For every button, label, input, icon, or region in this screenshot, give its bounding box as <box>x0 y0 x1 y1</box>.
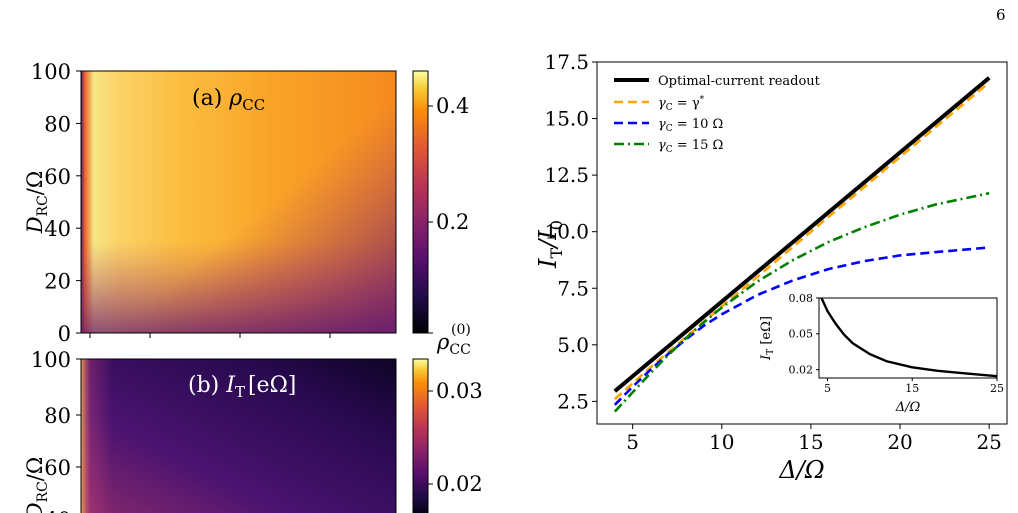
inset-series-line <box>820 297 998 378</box>
ytick-label: 80 <box>44 112 71 136</box>
y-tick-label: 15.0 <box>544 107 589 131</box>
x-tick-label: 15 <box>905 382 919 395</box>
x-tick-label: 5 <box>626 430 639 454</box>
main-plot-ticks: 5 10 15 20 25 2.5 5.0 7.5 10.0 12.5 15.0 17.5 <box>544 50 1001 454</box>
page-number: 6 <box>996 6 1006 24</box>
colorbar-b-tick-label: 0.02 <box>436 472 483 496</box>
colorbar-b-tick-label: 0.03 <box>436 379 483 403</box>
colorbar-a-tick-label: 0.4 <box>436 94 469 118</box>
series-gamma-15 <box>613 191 990 413</box>
heatmap-a-xticks <box>89 333 331 338</box>
heatmap-a-yticks <box>76 70 81 334</box>
heatmap-a-frame <box>80 70 397 334</box>
colorbar-a-min-label-sup: (0) <box>451 322 471 338</box>
panel-a-ylabel: DRC/Ω <box>23 171 51 235</box>
y-tick-label: 2.5 <box>557 389 589 413</box>
legend: Optimal-current readout γC = γ* γC = 10 … <box>614 74 821 155</box>
ytick-label: 60 <box>44 165 71 189</box>
heatmap-b-frame <box>80 358 397 513</box>
series-gamma-10 <box>613 246 990 406</box>
colorbar-a-min-label: ρCC <box>436 330 471 358</box>
colorbar-b <box>412 358 429 513</box>
colorbar-b-ticks <box>428 390 433 485</box>
ytick-label: 0 <box>58 322 71 346</box>
inset-ylabel: IT [eΩ] <box>759 316 776 361</box>
y-tick-label: 0.05 <box>789 328 814 341</box>
x-tick-label: 25 <box>990 382 1004 395</box>
y-tick-label: 10.0 <box>544 220 589 244</box>
ytick-label: 80 <box>44 404 71 428</box>
y-tick-label: 12.5 <box>544 163 589 187</box>
heatmap-b-ytick-labels: 40 60 80 100 <box>31 348 71 513</box>
x-tick-label: 25 <box>976 430 1001 454</box>
heatmap-a-bottom-shading <box>81 71 396 333</box>
legend-label-gamma-star: γC = γ* <box>658 95 705 113</box>
ytick-label: 20 <box>44 270 71 294</box>
ytick-label: 100 <box>31 60 71 84</box>
ytick-label: 100 <box>31 348 71 372</box>
x-tick-label: 20 <box>887 430 912 454</box>
main-plot-xlabel: Δ/Ω <box>778 456 824 484</box>
colorbar-a-tick-label: 0.2 <box>436 210 469 234</box>
inset-plot: 5 15 25 0.02 0.05 0.08 IT [eΩ] Δ/Ω <box>759 292 1004 415</box>
heatmap-panel-a: 0 20 40 60 80 100 (a) ρCC DRC/Ω 0.2 0.4 … <box>23 60 471 358</box>
main-plot-frame <box>596 61 1008 425</box>
legend-label-gamma-10: γC = 10 Ω <box>658 117 723 134</box>
ytick-label: 40 <box>44 217 71 241</box>
x-tick-label: 10 <box>709 430 734 454</box>
heatmap-panel-b: 40 60 80 100 (b) IT[eΩ] DRC/Ω 0.03 0.02 <box>23 348 483 513</box>
series-gamma-star <box>613 81 991 401</box>
y-tick-label: 17.5 <box>544 50 589 74</box>
panel-a-title: (a) ρCC <box>192 86 265 114</box>
colorbar-a-ticks <box>428 105 433 334</box>
colorbar-a <box>412 70 429 334</box>
heatmap-a-ytick-labels: 0 20 40 60 80 100 <box>31 60 71 346</box>
inset-series <box>820 297 998 378</box>
heatmap-b-yticks <box>76 358 81 468</box>
x-tick-label: 5 <box>824 382 831 395</box>
legend-label-optimal: Optimal-current readout <box>658 74 821 89</box>
y-tick-label: 0.08 <box>789 292 814 305</box>
inset-xlabel: Δ/Ω <box>895 400 921 415</box>
main-plot-series <box>613 76 991 413</box>
panel-b-ylabel: DRC/Ω <box>23 457 51 513</box>
line-plot: 5 10 15 20 25 2.5 5.0 7.5 10.0 12.5 15.0 17.5 IT/I0… <box>534 50 1008 484</box>
heatmap-b-edge <box>81 359 396 513</box>
y-tick-label: 5.0 <box>557 333 589 357</box>
ytick-label: 60 <box>44 456 71 480</box>
panel-b-title: (b) IT [eΩ] <box>188 373 296 401</box>
y-tick-label: 7.5 <box>557 276 589 300</box>
x-tick-label: 15 <box>798 430 823 454</box>
main-plot-ylabel: IT/I0 <box>534 220 566 269</box>
inset-ticks: 5 15 25 0.02 0.05 0.08 <box>789 292 1005 395</box>
legend-label-gamma-15: γC = 15 Ω <box>658 138 723 155</box>
ytick-label: 40 <box>44 508 71 513</box>
series-optimal-current <box>613 76 991 393</box>
y-tick-label: 0.02 <box>789 363 814 376</box>
